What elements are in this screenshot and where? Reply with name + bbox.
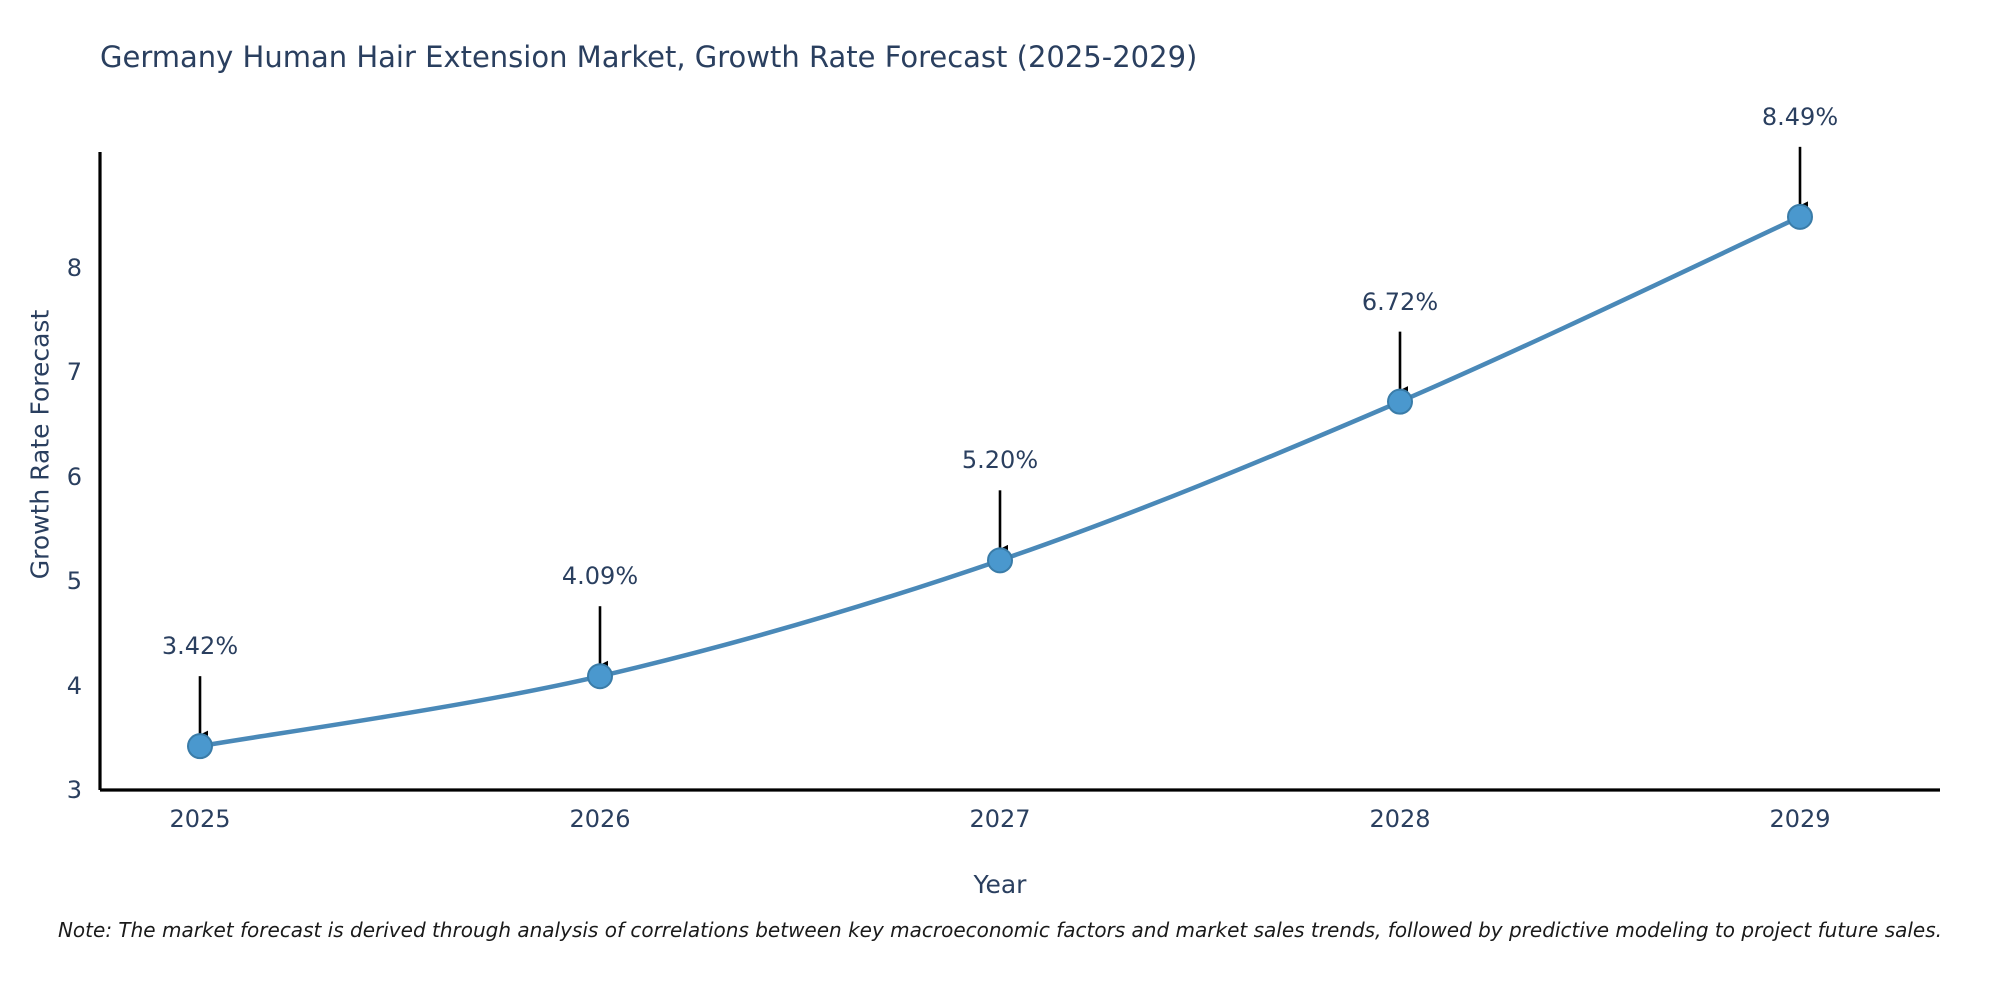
y-axis-tick-label: 5 [66, 567, 82, 596]
data-point-label: 6.72% [1361, 287, 1439, 316]
x-axis-title: Year [973, 870, 1027, 899]
data-marker [1387, 388, 1413, 415]
data-marker [587, 663, 613, 690]
data-line [197, 214, 1803, 749]
data-point-label: 5.20% [961, 446, 1039, 475]
x-axis-tick-label: 2025 [169, 805, 231, 833]
chart-title: Germany Human Hair Extension Market, Gro… [100, 40, 1198, 74]
x-axis-tick-label: 2027 [969, 805, 1031, 833]
x-axis-tick-label: 2028 [1369, 805, 1431, 833]
data-marker [1787, 203, 1813, 230]
data-marker [987, 547, 1013, 574]
x-axis-tick-label: 2029 [1769, 805, 1831, 833]
annotation-arrows [198, 146, 1808, 740]
chart-footnote: Note: The market forecast is derived thr… [57, 918, 1943, 942]
y-axis-tick-label: 7 [66, 358, 82, 387]
data-markers [187, 203, 1813, 760]
y-axis-tick-label: 3 [66, 776, 82, 804]
x-axis-tick-label: 2026 [569, 805, 631, 833]
data-point-label: 8.49% [1761, 102, 1839, 131]
data-point-label: 3.42% [161, 632, 239, 661]
y-axis-tick-label: 4 [66, 671, 82, 700]
axis-lines [98, 152, 1940, 792]
y-axis-tick-label: 6 [66, 462, 82, 491]
data-point-label: 4.09% [561, 562, 639, 591]
data-marker [187, 733, 213, 760]
y-axis-tick-label: 8 [66, 254, 82, 282]
